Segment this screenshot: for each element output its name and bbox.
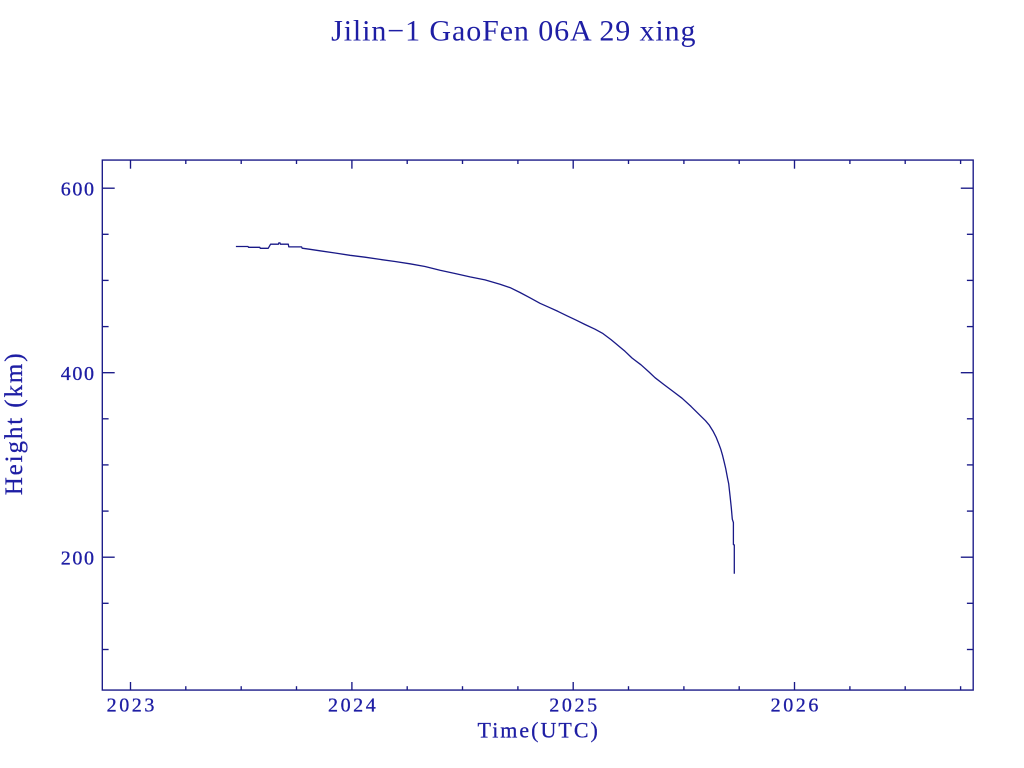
svg-text:2024: 2024 — [328, 695, 378, 717]
svg-text:200: 200 — [61, 547, 96, 569]
svg-text:Jilin−1 GaoFen 06A 29 xing: Jilin−1 GaoFen 06A 29 xing — [331, 15, 696, 48]
svg-text:2026: 2026 — [771, 695, 821, 717]
svg-text:600: 600 — [61, 178, 96, 200]
svg-text:2025: 2025 — [549, 695, 599, 717]
svg-text:Height (km): Height (km) — [1, 352, 28, 496]
svg-text:Time(UTC): Time(UTC) — [478, 718, 600, 743]
svg-text:400: 400 — [61, 363, 96, 385]
svg-text:2023: 2023 — [107, 695, 157, 717]
